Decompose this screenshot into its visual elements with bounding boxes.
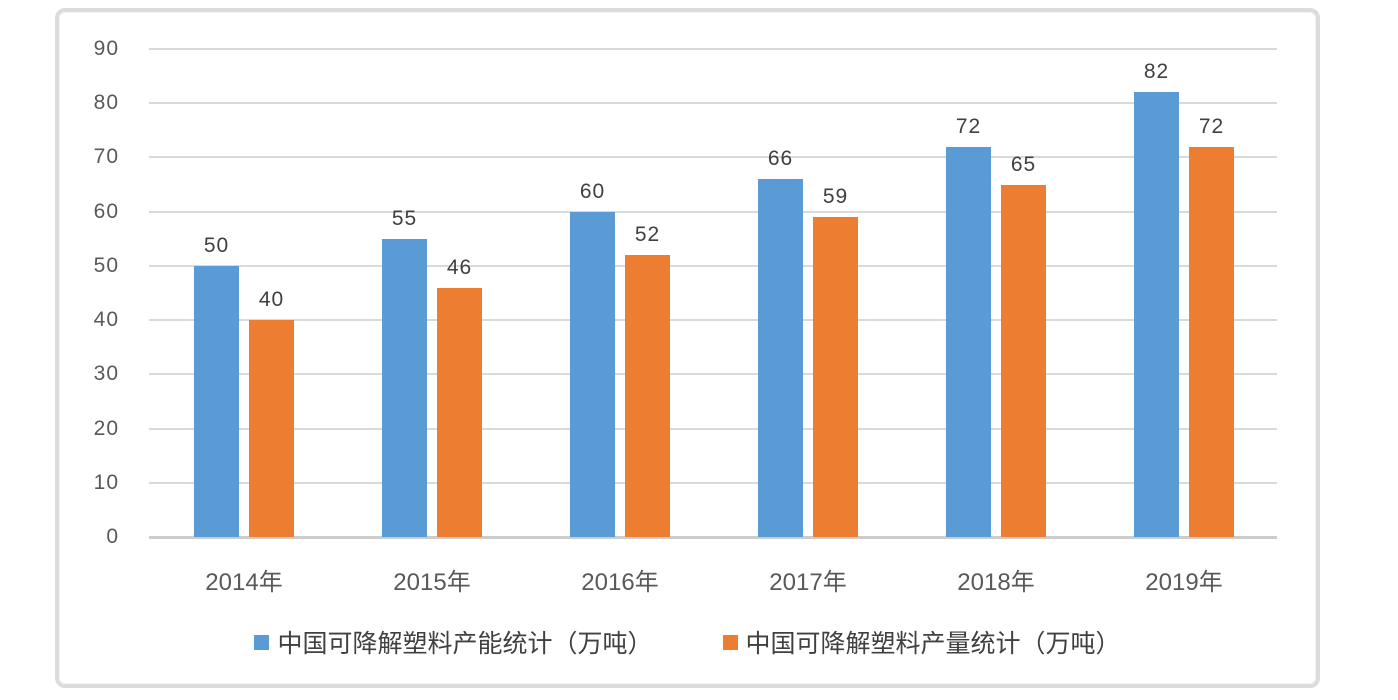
y-gridline <box>149 373 1277 376</box>
y-tick-label: 30 <box>93 362 119 386</box>
y-tick-label: 80 <box>93 91 119 115</box>
y-tick-label: 50 <box>93 253 119 277</box>
legend-label: 中国可降解塑料产能统计（万吨） <box>277 630 653 658</box>
x-axis-label: 2017年 <box>769 569 847 596</box>
bar-series-1-2015年 <box>382 238 427 537</box>
legend-item-series-1: 中国可降解塑料产能统计（万吨） <box>254 624 653 660</box>
y-gridline <box>149 319 1277 322</box>
y-gridline <box>149 102 1277 105</box>
x-axis-label: 2019年 <box>1145 569 1223 596</box>
bar-value-label: 72 <box>1198 114 1225 138</box>
y-gridline <box>149 48 1277 50</box>
bar-value-label: 60 <box>579 179 606 203</box>
bar-value-label: 52 <box>634 223 661 247</box>
bar-series-1-2017年 <box>758 179 803 537</box>
x-axis-label: 2014年 <box>205 569 283 596</box>
chart-frame: 0 10 20 30 40 50 60 70 80 90 50 40 55 46 60 52 66 59 72 65… <box>55 8 1320 688</box>
y-gridline <box>149 481 1277 484</box>
chart-legend: 中国可降解塑料产能统计（万吨） 中国可降解塑料产量统计（万吨） <box>59 624 1316 660</box>
x-axis-label: 2015年 <box>393 569 471 596</box>
y-gridline <box>149 427 1277 430</box>
bar-series-2-2016年 <box>625 255 670 537</box>
legend-item-series-2: 中国可降解塑料产量统计（万吨） <box>722 624 1121 660</box>
bar-series-2-2014年 <box>249 320 294 537</box>
bar-value-label: 46 <box>446 255 473 279</box>
bar-value-label: 40 <box>258 288 285 312</box>
bar-series-2-2015年 <box>437 287 482 537</box>
legend-swatch-icon <box>722 634 738 650</box>
y-tick-label: 40 <box>93 308 119 332</box>
bar-series-1-2018年 <box>946 146 991 537</box>
bar-value-label: 82 <box>1143 60 1170 84</box>
y-tick-label: 0 <box>106 525 119 548</box>
bar-series-1-2019年 <box>1134 92 1179 537</box>
y-tick-label: 70 <box>93 145 119 169</box>
bar-value-label: 55 <box>391 206 418 230</box>
bar-series-2-2019年 <box>1189 146 1234 537</box>
bar-series-2-2018年 <box>1001 184 1046 537</box>
bar-value-label: 72 <box>955 114 982 138</box>
y-tick-label: 10 <box>93 470 119 494</box>
legend-swatch-icon <box>254 634 270 650</box>
bar-series-1-2014年 <box>194 265 239 537</box>
y-tick-label: 90 <box>93 37 119 60</box>
x-axis-label: 2018年 <box>957 569 1035 596</box>
bar-series-2-2017年 <box>813 217 858 537</box>
bar-value-label: 59 <box>822 185 849 209</box>
bar-series-1-2016年 <box>570 211 615 537</box>
y-gridline <box>149 156 1277 159</box>
bar-value-label: 65 <box>1010 152 1037 176</box>
x-axis-line <box>149 536 1277 539</box>
bar-value-label: 50 <box>203 233 230 257</box>
y-gridline <box>149 210 1277 213</box>
legend-label: 中国可降解塑料产量统计（万吨） <box>745 630 1121 658</box>
bar-value-label: 66 <box>767 147 794 171</box>
y-gridline <box>149 264 1277 267</box>
y-tick-label: 20 <box>93 416 119 440</box>
x-axis-label: 2016年 <box>581 569 659 596</box>
y-tick-label: 60 <box>93 199 119 223</box>
